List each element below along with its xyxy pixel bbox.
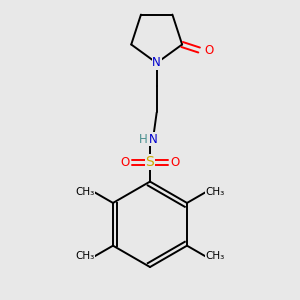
Text: CH₃: CH₃ xyxy=(206,251,225,261)
Text: O: O xyxy=(120,156,129,169)
Text: N: N xyxy=(149,133,158,146)
Text: CH₃: CH₃ xyxy=(206,187,225,197)
Text: S: S xyxy=(146,155,154,169)
Text: H: H xyxy=(139,133,148,146)
Text: N: N xyxy=(152,56,161,70)
Text: O: O xyxy=(171,156,180,169)
Text: CH₃: CH₃ xyxy=(75,187,94,197)
Text: CH₃: CH₃ xyxy=(75,251,94,261)
Text: O: O xyxy=(204,44,214,56)
